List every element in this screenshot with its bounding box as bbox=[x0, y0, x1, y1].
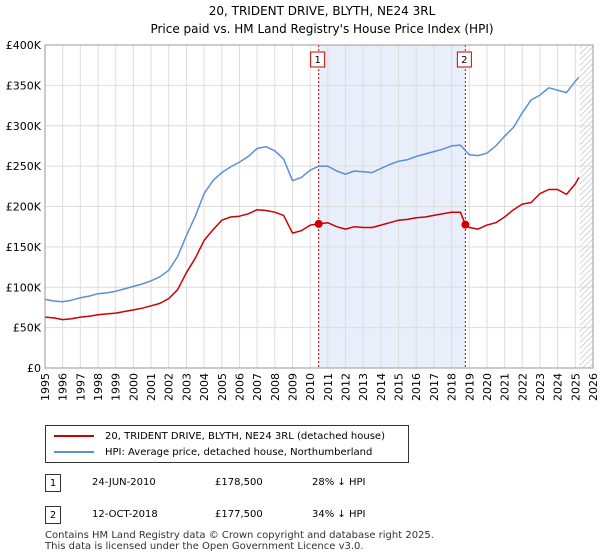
x-tick-label: 2023 bbox=[534, 373, 547, 401]
x-tick-label: 2007 bbox=[251, 373, 264, 401]
footer-copyright: Contains HM Land Registry data © Crown c… bbox=[45, 530, 434, 541]
x-tick-label: 1997 bbox=[74, 373, 87, 401]
y-tick-label: £0 bbox=[27, 362, 41, 375]
y-tick-label: £250K bbox=[6, 160, 42, 173]
marker-label-2: 2 bbox=[461, 55, 467, 66]
x-tick-label: 2012 bbox=[340, 373, 353, 401]
legend-item-price: 20, TRIDENT DRIVE, BLYTH, NE24 3RL (deta… bbox=[54, 428, 385, 444]
x-tick-label: 2015 bbox=[393, 373, 406, 401]
price-chart: 20, TRIDENT DRIVE, BLYTH, NE24 3RL Price… bbox=[6, 4, 600, 401]
sale-point-1 bbox=[314, 219, 323, 228]
x-tick-label: 2013 bbox=[357, 373, 370, 401]
x-tick-label: 2018 bbox=[446, 373, 459, 401]
x-tick-label: 2009 bbox=[286, 373, 299, 401]
x-tick-label: 2002 bbox=[163, 373, 176, 401]
x-tick-label: 1996 bbox=[57, 373, 70, 401]
legend-price-swatch bbox=[54, 435, 94, 437]
transaction-date: 24-JUN-2010 bbox=[92, 477, 156, 488]
hpi-line bbox=[44, 76, 580, 303]
chart-subtitle: Price paid vs. HM Land Registry's House … bbox=[150, 22, 493, 36]
x-tick-label: 1995 bbox=[39, 373, 52, 401]
x-tick-label: 2025 bbox=[569, 373, 582, 401]
transaction-price: £178,500 bbox=[215, 477, 263, 488]
x-tick-label: 2001 bbox=[145, 373, 158, 401]
x-tick-label: 2022 bbox=[516, 373, 529, 401]
transaction-hpi-diff: 34% ↓ HPI bbox=[312, 509, 366, 520]
plot-border bbox=[44, 44, 594, 369]
transaction-date: 12-OCT-2018 bbox=[92, 509, 158, 520]
x-tick-label: 1998 bbox=[92, 373, 105, 401]
marker-box-2 bbox=[456, 51, 472, 68]
legend: 20, TRIDENT DRIVE, BLYTH, NE24 3RL (deta… bbox=[45, 425, 409, 463]
y-tick-label: £300K bbox=[6, 120, 42, 133]
x-tick-label: 2000 bbox=[127, 373, 140, 401]
legend-price-label: 20, TRIDENT DRIVE, BLYTH, NE24 3RL (deta… bbox=[105, 430, 385, 442]
x-tick-label: 2006 bbox=[233, 373, 246, 401]
legend-item-hpi: HPI: Average price, detached house, Nort… bbox=[54, 444, 372, 460]
transaction-price: £177,500 bbox=[215, 509, 263, 520]
y-tick-label: £50K bbox=[13, 322, 42, 335]
y-tick-label: £150K bbox=[6, 241, 42, 254]
footer-licence: This data is licensed under the Open Gov… bbox=[45, 541, 364, 552]
x-tick-label: 2011 bbox=[322, 373, 335, 401]
x-tick-label: 2005 bbox=[216, 373, 229, 401]
x-tick-label: 1999 bbox=[110, 373, 123, 401]
x-tick-label: 2003 bbox=[180, 373, 193, 401]
y-tick-label: £350K bbox=[6, 79, 42, 92]
legend-hpi-swatch bbox=[54, 451, 94, 453]
sale-point-2 bbox=[461, 220, 470, 229]
x-tick-label: 2026 bbox=[587, 373, 600, 401]
chart-title: 20, TRIDENT DRIVE, BLYTH, NE24 3RL bbox=[209, 4, 436, 18]
y-tick-label: £200K bbox=[6, 201, 42, 214]
marker-box-1 bbox=[310, 51, 326, 68]
x-tick-label: 2017 bbox=[428, 373, 441, 401]
x-tick-label: 2021 bbox=[499, 373, 512, 401]
marker-label-1: 1 bbox=[314, 55, 320, 66]
x-tick-label: 2008 bbox=[269, 373, 282, 401]
x-tick-label: 2004 bbox=[198, 373, 211, 401]
transaction-hpi-diff: 28% ↓ HPI bbox=[312, 477, 366, 488]
x-tick-label: 2014 bbox=[375, 373, 388, 401]
x-tick-label: 2016 bbox=[410, 373, 423, 401]
transaction-number: 2 bbox=[45, 506, 61, 524]
y-tick-label: £100K bbox=[6, 281, 42, 294]
transaction-number: 1 bbox=[45, 474, 61, 492]
x-tick-label: 2010 bbox=[304, 373, 317, 401]
footer: Contains HM Land Registry data © Crown c… bbox=[45, 530, 434, 552]
x-tick-label: 2019 bbox=[463, 373, 476, 401]
legend-hpi-label: HPI: Average price, detached house, Nort… bbox=[105, 446, 373, 458]
y-tick-label: £400K bbox=[6, 39, 42, 52]
x-tick-label: 2024 bbox=[552, 373, 565, 401]
x-tick-label: 2020 bbox=[481, 373, 494, 401]
